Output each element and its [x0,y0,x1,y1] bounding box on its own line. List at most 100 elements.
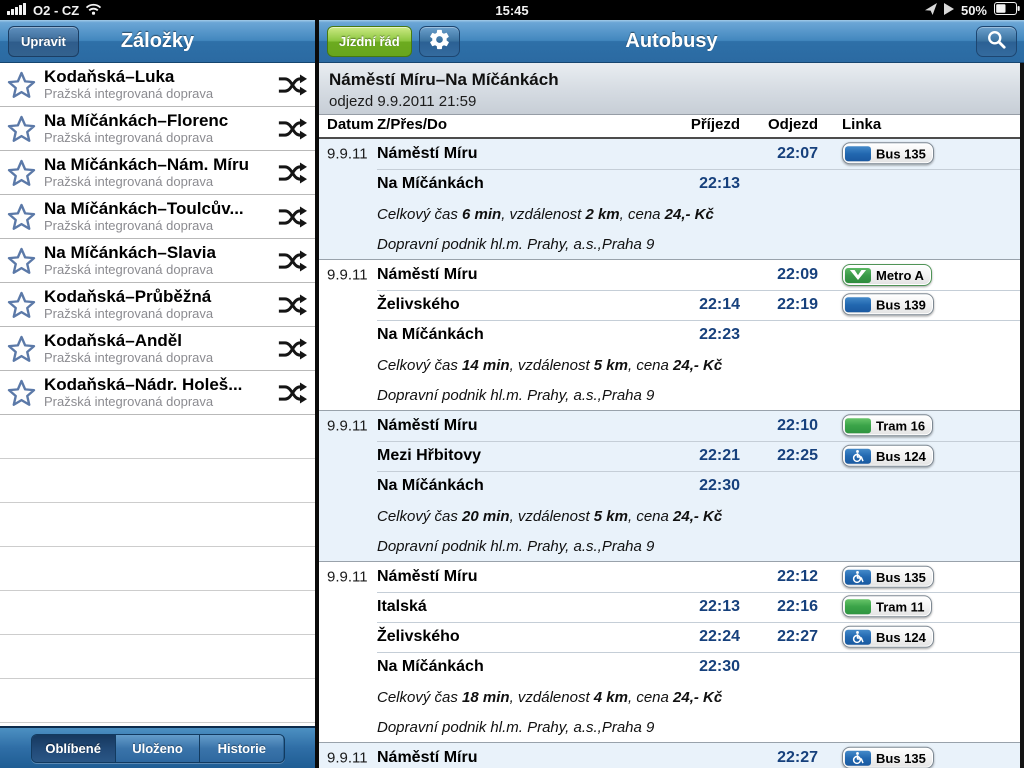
swap-direction-icon[interactable] [278,205,310,228]
settings-button[interactable] [418,25,460,57]
swap-direction-icon[interactable] [278,337,310,360]
col-header-arrival: Příjezd [690,116,740,133]
bookmark-subtitle: Pražská integrovaná doprava [44,305,214,321]
results-panel: Jízdní řád Autobusy Náměstí Míru–Na Míčá… [319,20,1024,768]
connection: 9.9.11 Náměstí Míru 22:09 Metro A Želivského… [319,259,1020,410]
leg-departure-time: 22:09 [777,266,818,283]
summary-price: 24,- Kč [673,356,723,374]
bookmark-item[interactable]: Na Míčánkách–Florenc Pražská integrovaná … [0,107,315,151]
connection-leg[interactable]: Na Míčánkách 22:23 [319,320,1020,350]
leg-arrival-time: 22:21 [699,447,740,464]
summary-price: 24,- Kč [673,688,723,706]
bookmark-subtitle: Pražská integrovaná doprava [44,261,214,277]
tab-oblíbené[interactable]: Oblíbené [31,734,116,762]
leg-arrival-time: 22:14 [699,296,740,313]
bookmark-item[interactable]: Kodaňská–Anděl Pražská integrovaná doprav… [0,327,315,371]
bookmark-item[interactable]: Kodaňská–Luka Pražská integrovaná doprava [0,63,315,107]
tab-historie[interactable]: Historie [200,734,284,762]
bookmarks-segmented-control: Oblíbené Uloženo Historie [30,733,285,763]
bookmark-subtitle: Pražská integrovaná doprava [44,349,214,365]
summary-distance: 4 km [593,688,628,706]
play-icon [943,2,954,18]
connection-leg[interactable]: Na Míčánkách 22:13 [319,169,1020,199]
line-label: Tram 16 [876,417,926,433]
connection-leg[interactable]: Mezi Hřbitovy 22:21 22:25 Bus 124 [319,441,1020,471]
line-label: Bus 135 [876,750,926,766]
line-badge: Tram 16 [842,414,934,437]
line-badge: Bus 124 [842,444,934,467]
bookmark-title: Na Míčánkách–Florenc [44,111,229,131]
tab-uloženo[interactable]: Uloženo [115,734,201,762]
wifi-icon [85,3,102,18]
edit-button[interactable]: Upravit [8,25,79,57]
connection-leg[interactable]: 9.9.11 Náměstí Míru 22:27 Bus 135 [319,743,1020,768]
clock: 15:45 [495,2,529,18]
summary-distance: 2 km [585,205,620,223]
swap-direction-icon[interactable] [278,161,310,184]
search-button[interactable] [976,25,1017,57]
line-badge: Tram 11 [842,595,933,618]
leg-line: Tram 11 [842,595,933,619]
leg-station: Na Míčánkách [377,326,484,343]
bookmarks-panel: Upravit Záložky Kodaňská–Luka Pražská int… [0,20,319,768]
leg-departure-time: 22:16 [777,598,818,615]
summary-price: 24,- Kč [664,205,714,223]
timetable-button[interactable]: Jízdní řád [327,25,412,57]
bookmark-text: Kodaňská–Anděl Pražská integrovaná doprav… [44,331,271,365]
battery-percent-label: 50% [960,2,987,18]
leg-date: 9.9.11 [327,145,368,163]
connection-operator: Dopravní podnik hl.m. Prahy, a.s.,Praha … [377,386,655,404]
wheelchair-accessible-icon [845,629,871,645]
summary-price: 24,- Kč [673,507,723,525]
connection-leg[interactable]: Želivského 22:14 22:19 Bus 139 [319,290,1020,320]
swap-direction-icon[interactable] [278,249,310,272]
leg-station: Náměstí Míru [377,749,478,766]
empty-row [0,415,315,459]
leg-line: Metro A [842,264,932,286]
bookmark-item[interactable]: Kodaňská–Průběžná Pražská integrovaná dop… [0,283,315,327]
connection-leg[interactable]: Na Míčánkách 22:30 [319,471,1020,501]
table-header: Datum Z/Přes/Do Příjezd Odjezd Linka [319,115,1020,139]
status-bar: O2 - CZ 15:45 50% [0,0,1024,20]
bus-icon [845,296,871,312]
bookmark-item[interactable]: Na Míčánkách–Nám. Míru Pražská integrovan… [0,151,315,195]
connection-summary: Celkový čas 6 min, vzdálenost 2 km, cena… [377,205,714,223]
empty-row [0,503,315,547]
bookmark-item[interactable]: Kodaňská–Nádr. Holeš... Pražská integrova… [0,371,315,415]
leg-arrival-time: 22:30 [699,658,740,675]
leg-arrival-time: 22:24 [699,628,740,645]
col-header-departure: Odjezd [767,116,818,133]
swap-direction-icon[interactable] [278,381,310,404]
connection-leg[interactable]: 9.9.11 Náměstí Míru 22:09 Metro A [319,260,1020,290]
connection-list: 9.9.11 Náměstí Míru 22:07 Bus 135 Na Míčánká… [319,139,1020,768]
swap-direction-icon[interactable] [278,293,310,316]
connection-leg[interactable]: 9.9.11 Náměstí Míru 22:07 Bus 135 [319,139,1020,169]
summary-time: 14 min [462,356,510,374]
swap-direction-icon[interactable] [278,73,310,96]
connection-leg[interactable]: 9.9.11 Náměstí Míru 22:12 Bus 135 [319,562,1020,592]
bookmark-star-icon [6,378,37,408]
empty-row [0,547,315,591]
leg-station: Na Míčánkách [377,658,484,675]
empty-row [0,459,315,503]
connection-leg[interactable]: Na Míčánkách 22:30 [319,652,1020,682]
connection-leg[interactable]: Želivského 22:24 22:27 Bus 124 [319,622,1020,652]
line-label: Tram 11 [876,598,925,614]
gear-icon [428,28,451,54]
connection-leg[interactable]: 9.9.11 Náměstí Míru 22:10 Tram 16 [319,411,1020,441]
bookmark-subtitle: Pražská integrovaná doprava [44,393,214,409]
empty-row [0,591,315,635]
bookmark-item[interactable]: Na Míčánkách–Toulcův... Pražská integrova… [0,195,315,239]
connection-leg[interactable]: Italská 22:13 22:16 Tram 11 [319,592,1020,622]
leg-station: Italská [377,598,427,615]
leg-station: Na Míčánkách [377,477,484,494]
bookmark-title: Kodaňská–Luka [44,67,175,87]
col-header-route: Z/Přes/Do [377,116,448,133]
bookmark-item[interactable]: Na Míčánkách–Slavia Pražská integrovaná d… [0,239,315,283]
bookmarks-navbar: Upravit Záložky [0,20,315,63]
results-body: Náměstí Míru–Na Míčánkách odjezd 9.9.201… [319,63,1024,768]
leg-station: Náměstí Míru [377,417,478,434]
tram-icon [845,598,871,614]
swap-direction-icon[interactable] [278,117,310,140]
leg-departure-time: 22:27 [777,628,818,645]
